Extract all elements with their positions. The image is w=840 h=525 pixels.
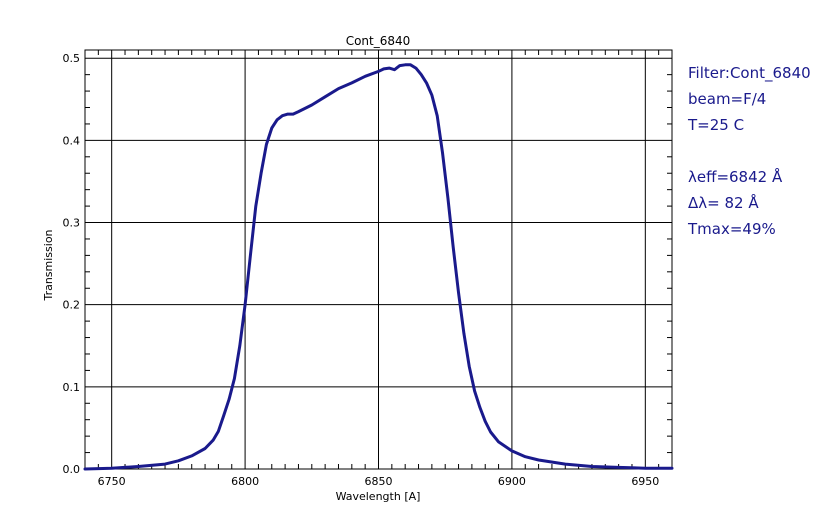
plot-frame <box>84 49 673 470</box>
y-tick-label: 0.1 <box>63 381 81 394</box>
y-tick-label: 0.4 <box>63 134 81 147</box>
y-tick-label: 0.5 <box>63 52 81 65</box>
y-tick-label: 0.3 <box>63 217 81 230</box>
transmission-curve <box>83 63 674 471</box>
effective-wavelength: λeff=6842 Å <box>688 168 783 186</box>
minor-ticks <box>84 50 673 469</box>
y-tick-label: 0.2 <box>63 299 81 312</box>
y-axis-label: Transmission <box>42 229 55 301</box>
x-axis-label: Wavelength [A] <box>336 490 421 503</box>
grid-lines <box>85 50 672 470</box>
temperature: T=25 C <box>688 116 745 134</box>
y-tick-label: 0.0 <box>63 463 81 476</box>
x-tick-label: 6750 <box>98 475 126 488</box>
y-axis-ticks: 0.0 0.1 0.2 0.3 0.4 0.5 <box>63 52 81 476</box>
chart-title: Cont_6840 <box>346 34 411 48</box>
bandwidth: Δλ= 82 Å <box>688 194 759 212</box>
x-tick-label: 6850 <box>365 475 393 488</box>
x-tick-label: 6950 <box>631 475 659 488</box>
x-tick-label: 6900 <box>498 475 526 488</box>
filter-name: Filter:Cont_6840 <box>688 64 811 82</box>
x-tick-label: 6800 <box>231 475 259 488</box>
x-axis-ticks: 6750 6800 6850 6900 6950 <box>98 475 660 488</box>
beam-ratio: beam=F/4 <box>688 90 767 108</box>
max-transmission: Tmax=49% <box>688 220 776 238</box>
